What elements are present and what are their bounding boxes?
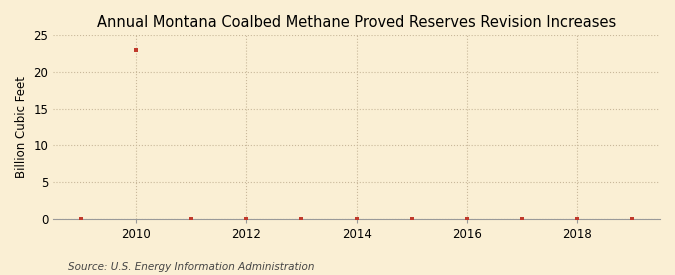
Point — [76, 216, 86, 221]
Title: Annual Montana Coalbed Methane Proved Reserves Revision Increases: Annual Montana Coalbed Methane Proved Re… — [97, 15, 616, 30]
Point — [186, 216, 196, 221]
Y-axis label: Billion Cubic Feet: Billion Cubic Feet — [15, 76, 28, 178]
Point — [516, 216, 527, 221]
Point — [351, 216, 362, 221]
Point — [241, 216, 252, 221]
Point — [406, 216, 417, 221]
Point — [572, 216, 583, 221]
Point — [296, 216, 307, 221]
Point — [131, 48, 142, 52]
Text: Source: U.S. Energy Information Administration: Source: U.S. Energy Information Administ… — [68, 262, 314, 272]
Point — [462, 216, 472, 221]
Point — [627, 216, 638, 221]
